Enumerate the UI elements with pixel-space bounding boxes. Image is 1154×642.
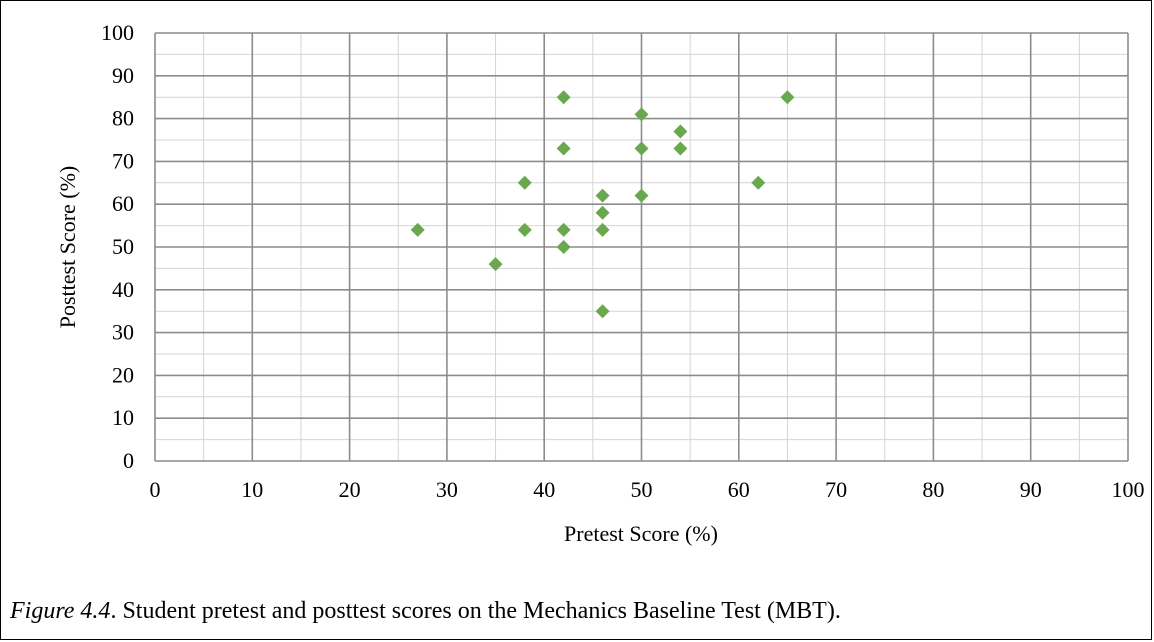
x-tick-label: 30 [436, 477, 458, 502]
y-tick-label: 70 [112, 148, 134, 173]
caption-text: . Student pretest and posttest scores on… [110, 598, 841, 624]
data-point [517, 175, 532, 190]
data-points [410, 90, 795, 319]
y-tick-label: 40 [112, 277, 134, 302]
data-point [780, 90, 795, 105]
data-point [556, 222, 571, 237]
x-axis-title: Pretest Score (%) [564, 521, 718, 546]
data-point [751, 175, 766, 190]
data-point [673, 124, 688, 139]
data-point [488, 257, 503, 272]
figure-caption: Figure 4.4. Student pretest and posttest… [10, 598, 841, 625]
x-tick-label: 0 [150, 477, 161, 502]
x-tick-label: 100 [1112, 477, 1145, 502]
y-tick-label: 0 [123, 448, 134, 473]
y-tick-label: 10 [112, 405, 134, 430]
data-point [634, 141, 649, 156]
y-tick-label: 60 [112, 191, 134, 216]
data-point [556, 240, 571, 254]
y-tick-label: 30 [112, 320, 134, 345]
x-tick-label: 70 [825, 477, 847, 502]
x-tick-label: 40 [533, 477, 555, 502]
x-tick-label: 90 [1020, 477, 1042, 502]
figure-label: Figure 4.4 [10, 598, 111, 624]
data-point [595, 188, 610, 203]
y-tick-labels: 0 10 20 30 40 50 60 70 80 90 100 [101, 20, 134, 473]
data-point [556, 90, 571, 105]
y-axis-title: Posttest Score (%) [55, 166, 80, 329]
x-tick-label: 10 [241, 477, 263, 502]
y-tick-label: 80 [112, 106, 134, 131]
x-tick-label: 20 [339, 477, 361, 502]
x-tick-label: 60 [728, 477, 750, 502]
data-point [673, 141, 688, 156]
data-point [634, 107, 649, 122]
y-tick-label: 90 [112, 63, 134, 88]
data-point [595, 304, 610, 319]
scatter-chart: 0 10 20 30 40 50 60 70 80 90 100 0 10 20 30 40 50 60 70 80… [55, 20, 1145, 546]
x-tick-labels: 0 10 20 30 40 50 60 70 80 90 100 [150, 477, 1145, 502]
data-point [410, 222, 425, 237]
data-point [634, 188, 649, 203]
data-point [595, 205, 610, 220]
x-tick-label: 80 [922, 477, 944, 502]
x-tick-label: 50 [631, 477, 653, 502]
data-point [556, 141, 571, 156]
data-point [595, 222, 610, 237]
data-point [517, 222, 532, 237]
y-tick-label: 100 [101, 20, 134, 45]
y-tick-label: 50 [112, 234, 134, 259]
y-tick-label: 20 [112, 362, 134, 387]
